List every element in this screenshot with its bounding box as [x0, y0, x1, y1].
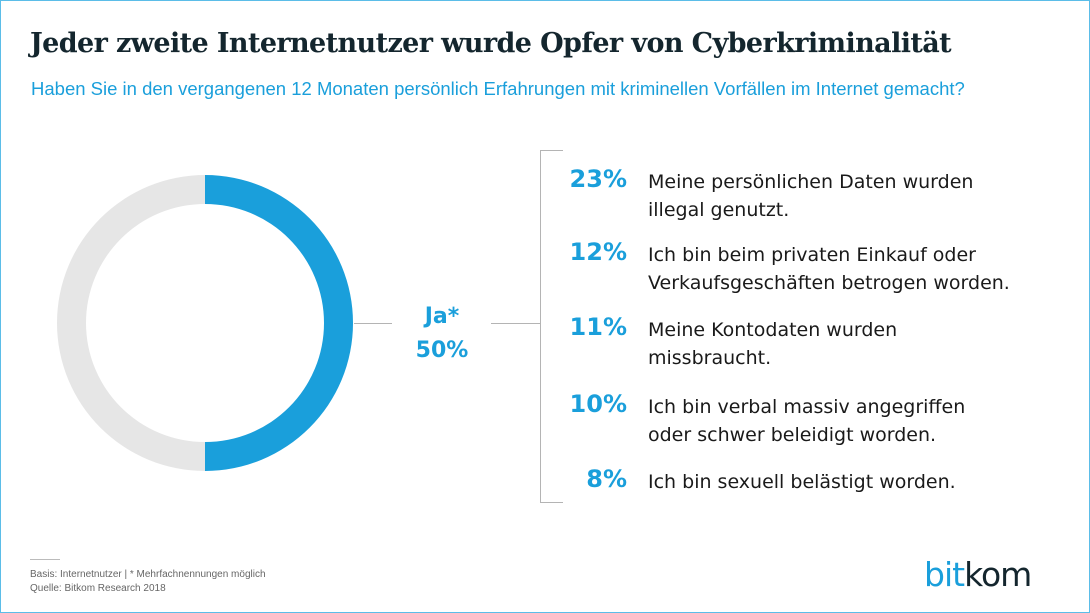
- footer-basis: Basis: Internetnutzer | * Mehrfachnennun…: [30, 569, 266, 580]
- page-title: Jeder zweite Internetnutzer wurde Opfer …: [30, 28, 952, 59]
- item-label: Meine persönlichen Daten wurden illegal …: [648, 171, 974, 221]
- ja-value: 50%: [415, 338, 469, 363]
- connector-line-left: [354, 323, 392, 324]
- bitkom-logo: bitkom: [924, 555, 1032, 594]
- item-percent: 8%: [586, 465, 627, 493]
- connector-line-right: [491, 323, 541, 324]
- donut-chart: [57, 175, 353, 471]
- ja-label: Ja*: [424, 304, 460, 329]
- page-subtitle: Haben Sie in den vergangenen 12 Monaten …: [31, 78, 965, 99]
- item-label: Meine Kontodaten wurden missbraucht.: [648, 319, 898, 369]
- donut-slice-remainder: [57, 175, 205, 471]
- item-label: Ich bin beim privaten Einkauf oder Verka…: [648, 244, 1010, 294]
- item-label: Ich bin verbal massiv angegriffen oder s…: [648, 396, 966, 446]
- item-percent: 11%: [569, 313, 627, 341]
- logo-part-1: bit: [924, 555, 965, 594]
- donut-slice-ja: [205, 175, 353, 471]
- item-label: Ich bin sexuell belästigt worden.: [648, 471, 956, 493]
- item-percent: 23%: [569, 165, 627, 193]
- logo-part-2: kom: [964, 555, 1032, 594]
- item-percent: 12%: [569, 238, 627, 266]
- footer-rule: [30, 559, 60, 560]
- footer-source: Quelle: Bitkom Research 2018: [30, 583, 166, 594]
- item-percent: 10%: [569, 390, 627, 418]
- center-label: Ja* 50%: [392, 300, 492, 368]
- bracket: [540, 150, 563, 503]
